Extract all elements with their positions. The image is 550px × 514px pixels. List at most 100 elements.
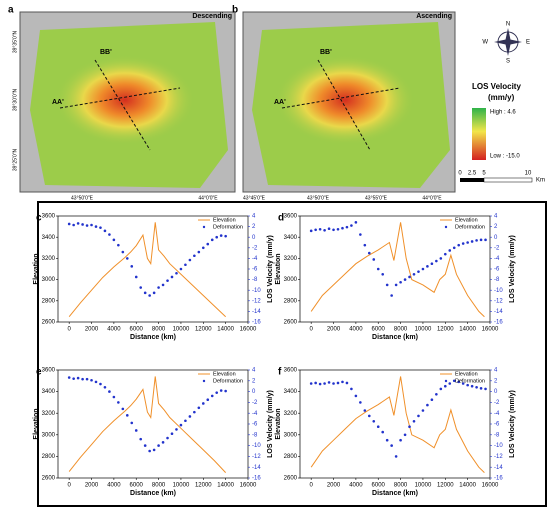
scale-label: 2.5 [468, 171, 477, 177]
deformation-point [430, 262, 434, 266]
deformation-point [134, 429, 138, 432]
deformation-point [318, 382, 322, 386]
y2-tick-label: -2 [494, 400, 500, 406]
y-tick-label: 3600 [284, 368, 298, 374]
y2-tick-label: -14 [494, 465, 503, 471]
y-tick-label: 3400 [284, 235, 298, 241]
deformation-point [134, 275, 138, 279]
x-tick-label: 2000 [85, 483, 99, 489]
line-label: AA' [274, 99, 286, 106]
deformation-point [72, 223, 75, 227]
legend-label: Elevation [455, 371, 478, 377]
deformation-point [484, 387, 487, 391]
scale-label: Km [536, 178, 545, 184]
deformation-point [479, 387, 483, 390]
y-tick-label: 2600 [284, 476, 298, 482]
deformation-point [341, 380, 344, 384]
y2-axis-label: LOS Velocity (mm/y) [267, 235, 274, 303]
legend-label: Elevation [213, 371, 236, 377]
y-tick-label: 3600 [284, 214, 298, 220]
deformation-point [421, 267, 425, 271]
map-legend: N E S W LOS Velocity (mm/y) High : 4.6 L… [458, 22, 545, 184]
deformation-point [184, 263, 187, 267]
deformation-point [157, 286, 160, 289]
x-tick-label: 14000 [459, 483, 476, 489]
y-axis-label: Elevation [275, 253, 282, 284]
deformation-point [193, 410, 196, 414]
scale-label: 0 [458, 171, 462, 177]
deformation-point [408, 275, 411, 279]
x-tick-label: 14000 [217, 327, 234, 333]
deformation-point [108, 390, 111, 393]
deformation-point [125, 414, 129, 417]
y-tick-label: 3600 [42, 214, 56, 220]
y-tick-label: 3000 [42, 277, 56, 283]
y2-tick-label: -12 [252, 298, 261, 304]
y2-tick-label: -8 [252, 277, 258, 283]
y-axis-label: Elevation [33, 408, 40, 439]
y2-tick-label: -12 [494, 454, 503, 460]
deformation-point [359, 233, 362, 236]
y-tick-label: 3000 [284, 277, 298, 283]
deformation-point [201, 402, 205, 405]
x-tick-label: 0 [310, 483, 314, 489]
deformation-point [72, 377, 75, 380]
legend-title: LOS Velocity [472, 82, 521, 91]
y2-tick-label: 2 [252, 378, 256, 384]
deformation-point [99, 382, 102, 386]
x-tick-label: 10000 [415, 483, 432, 489]
deformation-point [179, 267, 183, 271]
deformation-point [112, 395, 116, 399]
deformation-point [219, 389, 223, 392]
deformation-point [484, 238, 487, 242]
x-tick-label: 2000 [327, 327, 341, 333]
deformation-point [90, 223, 93, 227]
y2-tick-label: -16 [252, 476, 261, 482]
deformation-point [381, 430, 385, 434]
deformation-point [448, 249, 452, 252]
y2-tick-label: -10 [494, 288, 503, 294]
y2-tick-label: -12 [494, 298, 503, 304]
deformation-point [394, 455, 398, 458]
legend-marker [444, 379, 448, 383]
y-tick-label: 3400 [284, 389, 298, 395]
deformation-point [323, 229, 326, 232]
deformation-point [188, 258, 192, 262]
deformation-point [475, 239, 478, 242]
deformation-point [359, 401, 362, 404]
panel-letter: a [8, 5, 14, 16]
deformation-point [443, 384, 447, 388]
deformation-point [175, 271, 178, 275]
deformation-point [210, 238, 214, 242]
deformation-point [117, 243, 120, 247]
deformation-point [206, 242, 210, 246]
y2-tick-label: -14 [494, 309, 503, 315]
deformation-point [215, 235, 219, 239]
deformation-point [94, 380, 98, 384]
y-tick-label: 3200 [42, 411, 56, 417]
deformation-point [309, 229, 313, 233]
x-tick-label: 6000 [130, 483, 144, 489]
deformation-point [367, 414, 371, 418]
x-tick-label: 4000 [107, 483, 121, 489]
y2-tick-label: 0 [252, 235, 256, 241]
deformation-point [215, 391, 219, 394]
deformation-point [197, 406, 201, 410]
map-x-tick: 43°55'0"E [365, 195, 388, 201]
deformation-point [309, 382, 313, 385]
y-tick-label: 3000 [284, 432, 298, 438]
deformation-point [466, 383, 469, 387]
deformation-point [166, 279, 169, 282]
deformation-point [426, 403, 429, 407]
y-axis-label: Elevation [275, 408, 282, 439]
y2-tick-label: -4 [252, 411, 258, 417]
deformation-point [327, 381, 331, 384]
legend-label: Elevation [213, 217, 236, 223]
deformation-point [412, 273, 416, 276]
deformation-point [430, 398, 434, 402]
x-axis-label: Distance (km) [372, 334, 418, 341]
y2-tick-label: 4 [494, 214, 498, 220]
legend-marker [202, 225, 206, 229]
deformation-point [161, 283, 165, 287]
